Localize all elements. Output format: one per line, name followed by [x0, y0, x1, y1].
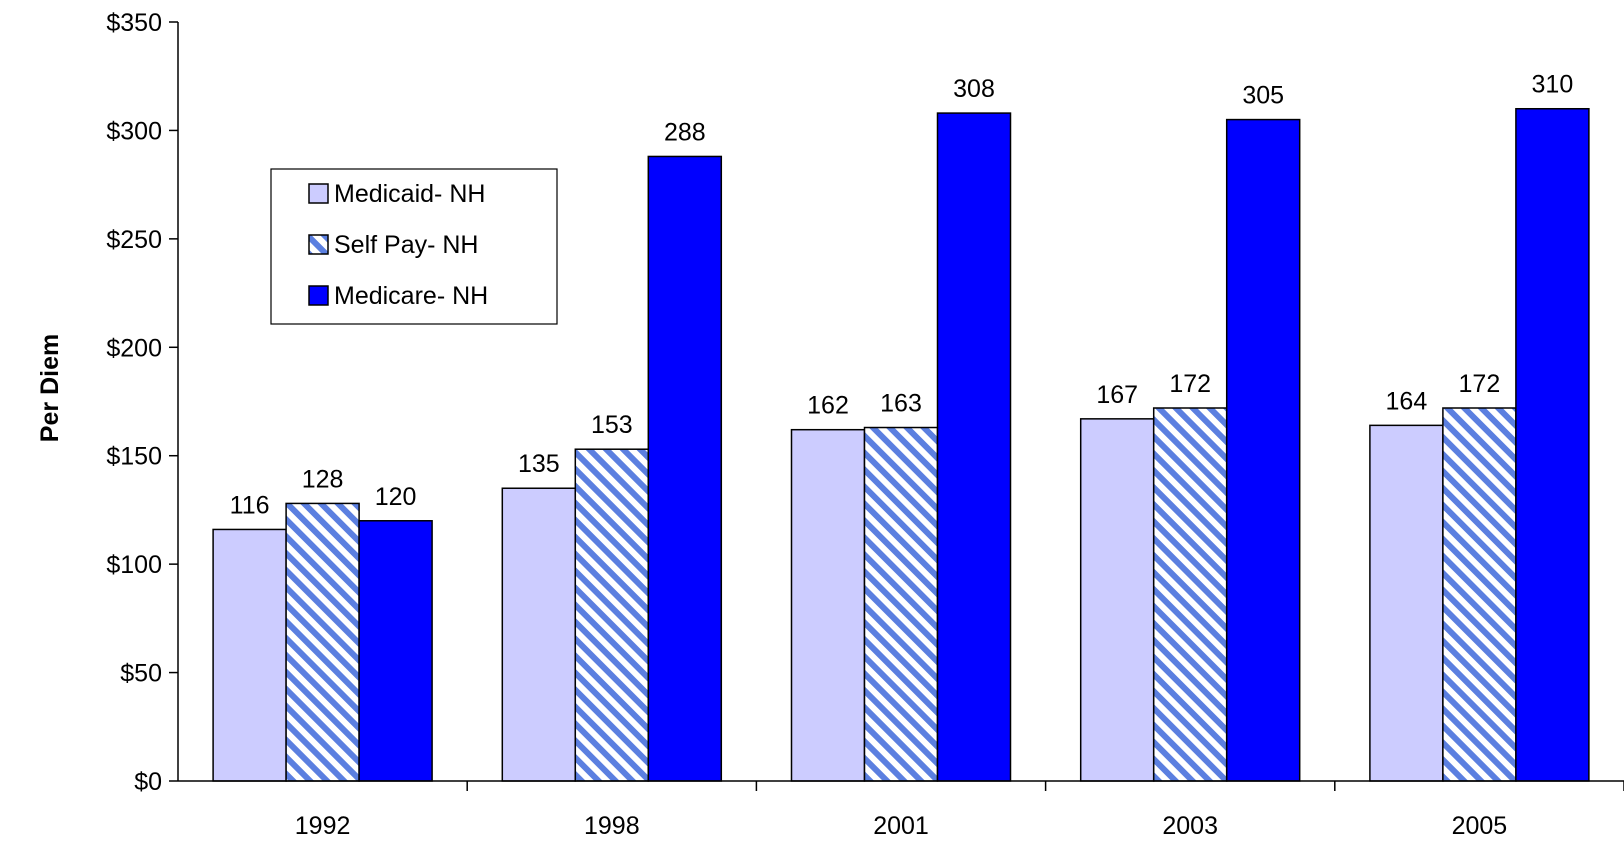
legend-swatch: [308, 234, 329, 255]
y-axis-title: Per Diem: [36, 334, 64, 442]
bar: [863, 426, 939, 782]
data-label: 116: [230, 491, 270, 519]
legend-swatch: [308, 285, 329, 306]
y-tick-label: $200: [106, 334, 162, 362]
bar: [212, 528, 287, 782]
data-label: 310: [1532, 71, 1574, 99]
data-label: 308: [953, 75, 995, 103]
bar: [936, 112, 1012, 782]
axes: $0 $50 $100 $150 $200 $250 $300 $350 1992 1998 20…: [106, 9, 1624, 840]
legend: Medicaid- NH Self Pay- NH Medicare- NH: [270, 168, 558, 325]
legend-label: Medicare- NH: [334, 282, 488, 310]
bar: [358, 520, 433, 782]
data-label: 172: [1169, 370, 1211, 398]
x-axis-ticks: 1992 1998 2001 2003 2005: [295, 781, 1624, 840]
data-label: 172: [1459, 370, 1501, 398]
bar: [790, 428, 866, 782]
bar: [1442, 407, 1517, 782]
x-tick-label: 2001: [873, 812, 929, 840]
data-label: 167: [1096, 381, 1138, 409]
bar: [1079, 418, 1155, 782]
y-tick-label: $100: [106, 551, 162, 579]
data-label: 128: [302, 465, 344, 493]
bar: [647, 155, 723, 782]
bar: [1225, 118, 1301, 782]
y-tick-label: $150: [106, 443, 162, 471]
data-label: 288: [664, 118, 706, 146]
data-labels-layer: 116 128 120 135 153 288 162 163 308 167 172 305 164 1…: [230, 71, 1574, 520]
data-label: 120: [375, 483, 417, 511]
legend-label: Medicaid- NH: [334, 180, 485, 208]
bar: [1152, 407, 1228, 782]
bar: [1515, 107, 1590, 782]
x-tick-label: 1992: [295, 812, 351, 840]
y-tick-label: $350: [106, 9, 162, 37]
data-label: 305: [1242, 82, 1284, 110]
data-label: 163: [880, 390, 922, 418]
x-tick-label: 1998: [584, 812, 640, 840]
y-tick-label: $250: [106, 226, 162, 254]
bar: [1369, 424, 1444, 782]
y-tick-label: $300: [106, 117, 162, 145]
bar: [501, 487, 577, 782]
data-label: 162: [807, 392, 849, 420]
legend-swatch: [308, 183, 329, 204]
bars-layer: [212, 107, 1590, 782]
x-tick-label: 2003: [1162, 812, 1218, 840]
data-label: 153: [591, 411, 633, 439]
y-tick-label: $0: [134, 768, 162, 796]
legend-label: Self Pay- NH: [334, 231, 478, 259]
data-label: 164: [1386, 387, 1428, 415]
bar: [574, 448, 650, 782]
data-label: 135: [518, 450, 560, 478]
bar: [285, 502, 360, 782]
y-axis-ticks: $0 $50 $100 $150 $200 $250 $300 $350: [106, 9, 178, 796]
x-tick-label: 2005: [1452, 812, 1508, 840]
y-tick-label: $50: [120, 660, 162, 688]
